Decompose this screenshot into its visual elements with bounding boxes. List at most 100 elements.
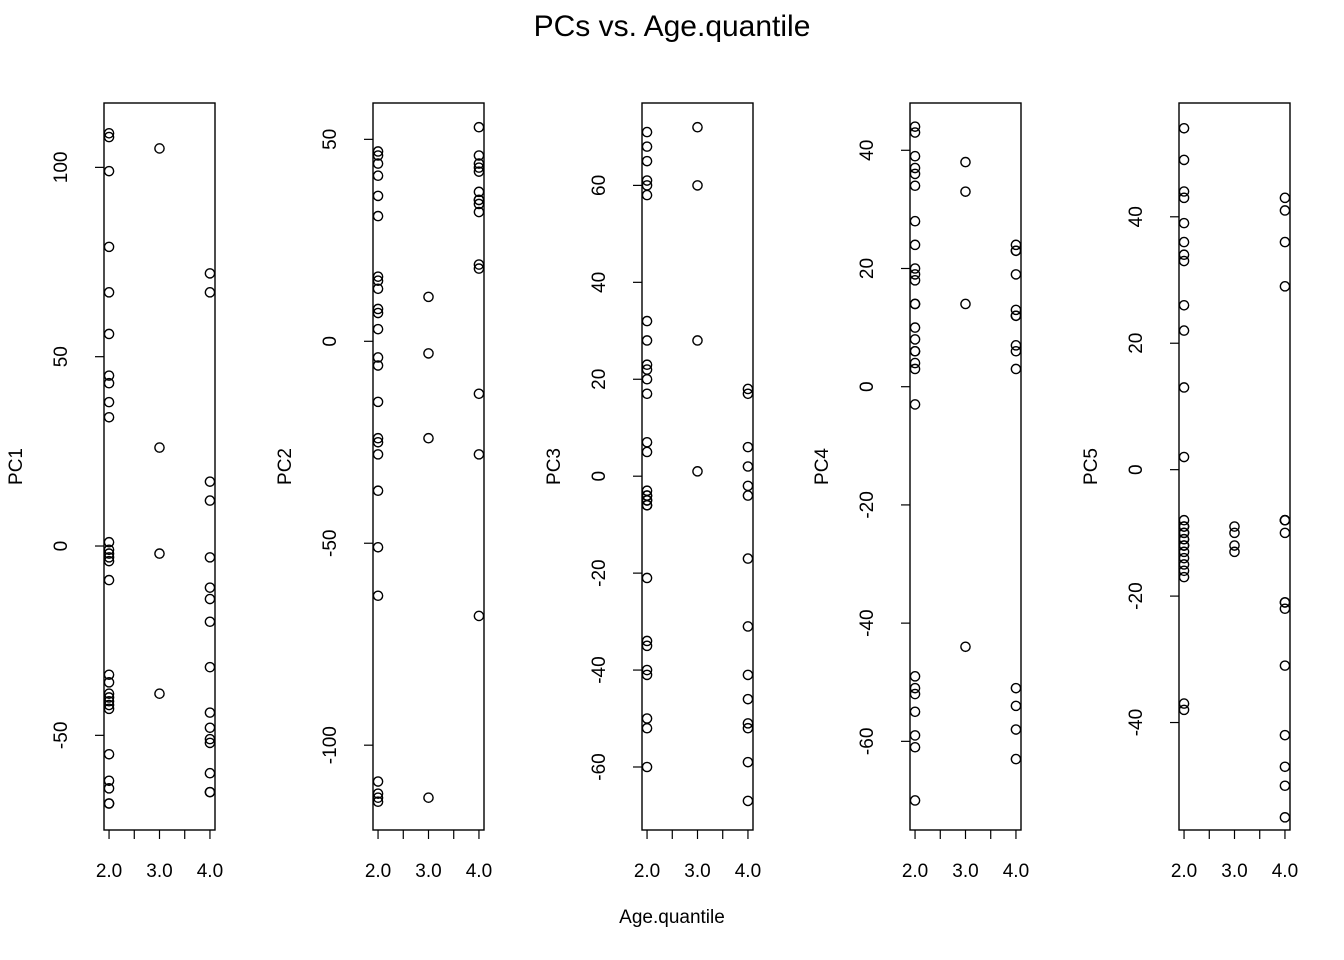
- data-point: [204, 582, 216, 593]
- data-point: [372, 150, 384, 161]
- data-point: [372, 352, 384, 363]
- data-point: [1279, 780, 1291, 792]
- data-point: [1178, 546, 1190, 558]
- y-tick-label: -60: [857, 728, 878, 755]
- data-point: [1178, 552, 1190, 564]
- data-point: [473, 206, 485, 218]
- data-point: [204, 733, 216, 745]
- y-tick-label: 0: [857, 381, 878, 392]
- data-point: [1178, 540, 1190, 551]
- data-point: [641, 175, 653, 186]
- data-point: [909, 741, 921, 753]
- y-tick-label: 0: [320, 336, 341, 347]
- data-point: [204, 737, 216, 749]
- x-tick-label: 4.0: [1003, 861, 1029, 882]
- plot-frame: [103, 102, 216, 831]
- data-point: [103, 688, 115, 699]
- y-tick-label: 20: [589, 369, 610, 390]
- data-point: [372, 792, 384, 803]
- data-point: [641, 155, 653, 167]
- data-point: [372, 271, 384, 282]
- data-point: [103, 131, 115, 143]
- data-point: [204, 476, 216, 487]
- data-point: [1178, 217, 1190, 229]
- y-tick-label: 100: [51, 152, 72, 184]
- data-point: [909, 322, 921, 333]
- x-tick-label: 2.0: [96, 861, 122, 882]
- data-point: [909, 269, 921, 280]
- data-point: [1178, 186, 1190, 197]
- data-point: [473, 158, 485, 169]
- y-tick-label: -20: [857, 491, 878, 518]
- y-axis-label: PC4: [812, 448, 833, 485]
- data-point: [372, 436, 384, 448]
- data-point: [1229, 521, 1240, 532]
- y-tick-label: -40: [1126, 709, 1147, 736]
- data-point: [742, 795, 754, 807]
- x-tick-label: 4.0: [197, 861, 223, 882]
- y-tick-label: -50: [51, 722, 72, 749]
- data-point: [641, 640, 653, 652]
- data-point: [103, 536, 115, 548]
- data-point: [742, 669, 754, 681]
- data-point: [641, 499, 653, 511]
- data-point: [372, 360, 384, 371]
- data-point: [742, 490, 754, 501]
- data-point: [742, 621, 754, 632]
- data-point: [641, 722, 653, 734]
- data-point: [742, 388, 754, 400]
- data-point: [372, 146, 384, 157]
- data-point: [1279, 603, 1291, 615]
- data-point: [641, 335, 653, 346]
- data-point: [909, 127, 921, 138]
- data-point: [1279, 514, 1291, 526]
- data-point: [909, 399, 921, 410]
- data-point: [641, 713, 653, 724]
- data-point: [692, 121, 703, 133]
- data-point: [204, 767, 216, 779]
- data-point: [1229, 540, 1240, 551]
- data-point: [641, 495, 653, 506]
- x-tick-label: 2.0: [1171, 861, 1197, 882]
- y-tick-label: 40: [589, 272, 610, 293]
- y-tick-label: 0: [589, 471, 610, 482]
- data-point: [473, 449, 485, 460]
- panel-pc2: 2.0 3.0 4.0 -100 -50 0 50 PC2: [275, 102, 492, 882]
- y-tick-label: 0: [1126, 464, 1147, 475]
- data-point: [1178, 527, 1190, 539]
- data-point: [641, 446, 653, 458]
- data-point: [641, 572, 653, 584]
- x-tick-label: 3.0: [684, 861, 710, 882]
- data-point: [909, 162, 921, 174]
- data-point: [641, 189, 653, 201]
- data-point: [641, 373, 653, 385]
- data-point: [1010, 304, 1022, 316]
- data-point: [103, 783, 115, 794]
- data-point: [1010, 340, 1022, 351]
- data-point: [1178, 382, 1190, 393]
- data-point: [1178, 299, 1190, 311]
- x-tick-label: 3.0: [146, 861, 172, 882]
- data-point: [154, 548, 165, 559]
- data-point: [909, 239, 921, 251]
- data-point: [473, 198, 485, 210]
- data-point: [1178, 451, 1190, 463]
- data-point: [1279, 281, 1291, 292]
- data-point: [103, 695, 115, 707]
- plot-frame: [372, 102, 485, 831]
- data-point: [103, 328, 115, 340]
- data-point: [372, 190, 384, 202]
- y-tick-label: -20: [589, 559, 610, 586]
- data-point: [1279, 205, 1291, 216]
- data-point: [1178, 514, 1190, 526]
- data-point: [473, 166, 485, 177]
- data-point: [1178, 559, 1190, 570]
- data-point: [103, 775, 115, 787]
- data-point: [473, 194, 485, 206]
- x-tick-label: 3.0: [952, 861, 978, 882]
- data-point: [1279, 236, 1291, 248]
- data-point: [641, 388, 653, 400]
- data-point: [103, 165, 115, 177]
- data-point: [204, 616, 216, 628]
- data-point: [103, 127, 115, 139]
